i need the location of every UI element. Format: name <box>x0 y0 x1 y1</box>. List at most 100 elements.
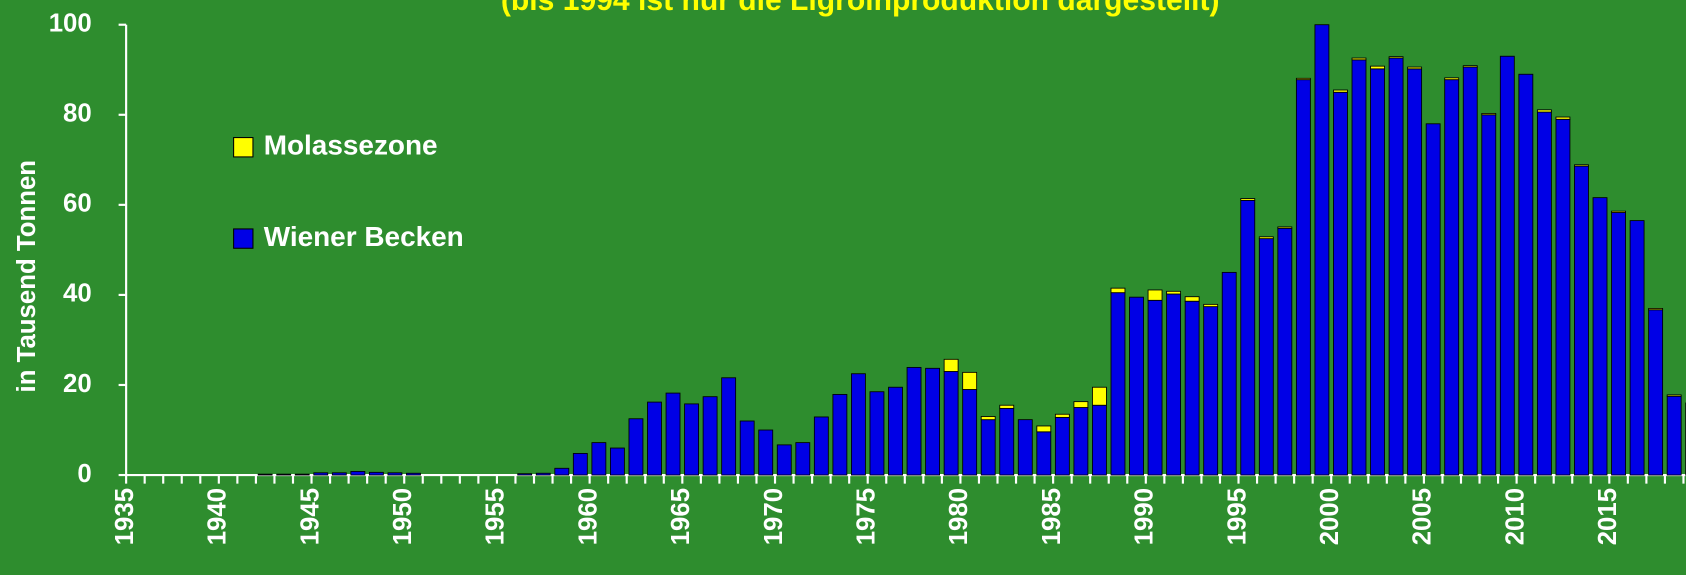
bar-segment <box>368 471 384 476</box>
bar-segment <box>999 407 1015 476</box>
bar-segment <box>962 371 978 390</box>
bar-segment <box>980 416 996 421</box>
bar-segment <box>609 447 625 476</box>
bar-segment <box>1295 79 1311 476</box>
bar-segment <box>1370 65 1385 70</box>
bar-segment <box>1147 299 1163 476</box>
bar-segment <box>1166 293 1182 476</box>
y-tick-label: 40 <box>63 280 92 308</box>
bar-segment <box>1388 56 1404 59</box>
bar-segment <box>795 442 811 476</box>
bar-segment <box>628 418 644 476</box>
y-tick-label: 20 <box>63 370 92 398</box>
bar-segment <box>1629 220 1645 476</box>
bar-segment <box>1648 309 1664 476</box>
bar-segment <box>535 472 551 476</box>
bar-segment <box>1166 290 1182 295</box>
bar-segment <box>1295 77 1311 81</box>
bar-segment <box>1277 226 1293 229</box>
bar-segment <box>1536 111 1552 476</box>
bar-segment <box>591 442 607 476</box>
bar-segment <box>851 373 866 476</box>
x-tick-label: 2015 <box>1594 488 1622 545</box>
bar-segment <box>1648 307 1664 311</box>
bar-segment <box>1073 407 1089 476</box>
bar-segment <box>257 473 273 476</box>
y-tick-label: 80 <box>63 100 92 128</box>
bar-segment <box>1666 395 1682 476</box>
bar-segment <box>1425 123 1441 476</box>
bar-segment <box>517 473 533 476</box>
bar-segment <box>943 358 959 372</box>
bar-segment <box>1110 287 1126 294</box>
bar-segment <box>758 429 774 476</box>
bar-segment <box>1407 66 1423 70</box>
bar-segment <box>702 396 718 476</box>
x-tick-label: 1935 <box>111 488 139 545</box>
bar-segment <box>1092 404 1107 476</box>
x-tick-label: 1970 <box>760 488 788 545</box>
bar-segment <box>1666 394 1682 397</box>
bar-segment <box>832 394 848 476</box>
x-tick-label: 1980 <box>945 488 973 545</box>
legend-swatch <box>233 228 254 249</box>
bar-segment <box>1203 303 1219 308</box>
bar-segment <box>313 472 329 476</box>
bar-segment <box>572 453 588 476</box>
bar-segment <box>999 404 1015 409</box>
bar-segment <box>1481 113 1497 116</box>
bar-segment <box>1314 24 1330 476</box>
bar-segment <box>1036 431 1052 476</box>
bar-segment <box>1147 289 1163 301</box>
bar-segment <box>387 472 403 476</box>
x-tick-label: 1940 <box>204 488 232 545</box>
bar-segment <box>665 392 681 476</box>
y-axis-label: in Tausend Tonnen <box>13 160 41 392</box>
bar-segment <box>1388 57 1404 476</box>
bar-segment <box>1240 199 1256 476</box>
bar-segment <box>350 471 366 476</box>
x-tick-label: 2000 <box>1316 488 1344 545</box>
x-tick-label: 1995 <box>1223 488 1251 545</box>
bar-segment <box>869 391 885 476</box>
chart-subtitle: (bis 1994 ist nur die Ligroinproduktion … <box>501 0 1220 17</box>
x-tick-label: 1950 <box>389 488 417 545</box>
bar-segment <box>813 416 829 476</box>
bar-segment <box>331 472 347 476</box>
bar-segment <box>1462 66 1478 476</box>
bar-segment <box>1611 212 1626 476</box>
bar-segment <box>1073 401 1089 408</box>
bar-segment <box>1333 91 1348 476</box>
bar-segment <box>1054 416 1070 476</box>
bar-segment <box>1258 238 1274 476</box>
legend-label: Molassezone <box>264 130 438 161</box>
y-tick-label: 100 <box>49 10 92 38</box>
bar-segment <box>406 472 421 476</box>
bar-segment <box>1110 292 1126 476</box>
bar-segment <box>1092 386 1107 406</box>
bar-segment <box>1221 271 1237 476</box>
bar-segment <box>1258 236 1274 240</box>
bar-segment <box>1555 118 1571 476</box>
x-tick-label: 2010 <box>1501 488 1529 545</box>
bar-segment <box>962 389 978 476</box>
bar-segment <box>1462 65 1478 68</box>
bar-segment <box>906 366 922 476</box>
bar-segment <box>1370 68 1385 476</box>
bar-segment <box>721 377 737 476</box>
bar-segment <box>1203 306 1219 476</box>
bar-segment <box>1574 164 1589 167</box>
bar-segment <box>1518 73 1534 476</box>
bar-segment <box>294 473 310 476</box>
bar-segment <box>1481 114 1497 476</box>
legend-label: Wiener Becken <box>264 221 464 252</box>
bar-segment <box>1333 89 1348 93</box>
x-tick-label: 1985 <box>1038 488 1066 545</box>
x-tick-label: 1960 <box>574 488 602 545</box>
bar-segment <box>276 473 292 476</box>
bar-segment <box>554 467 570 476</box>
bar-segment <box>1444 77 1460 81</box>
bar-segment <box>1351 57 1367 61</box>
bar-segment <box>1017 419 1033 476</box>
